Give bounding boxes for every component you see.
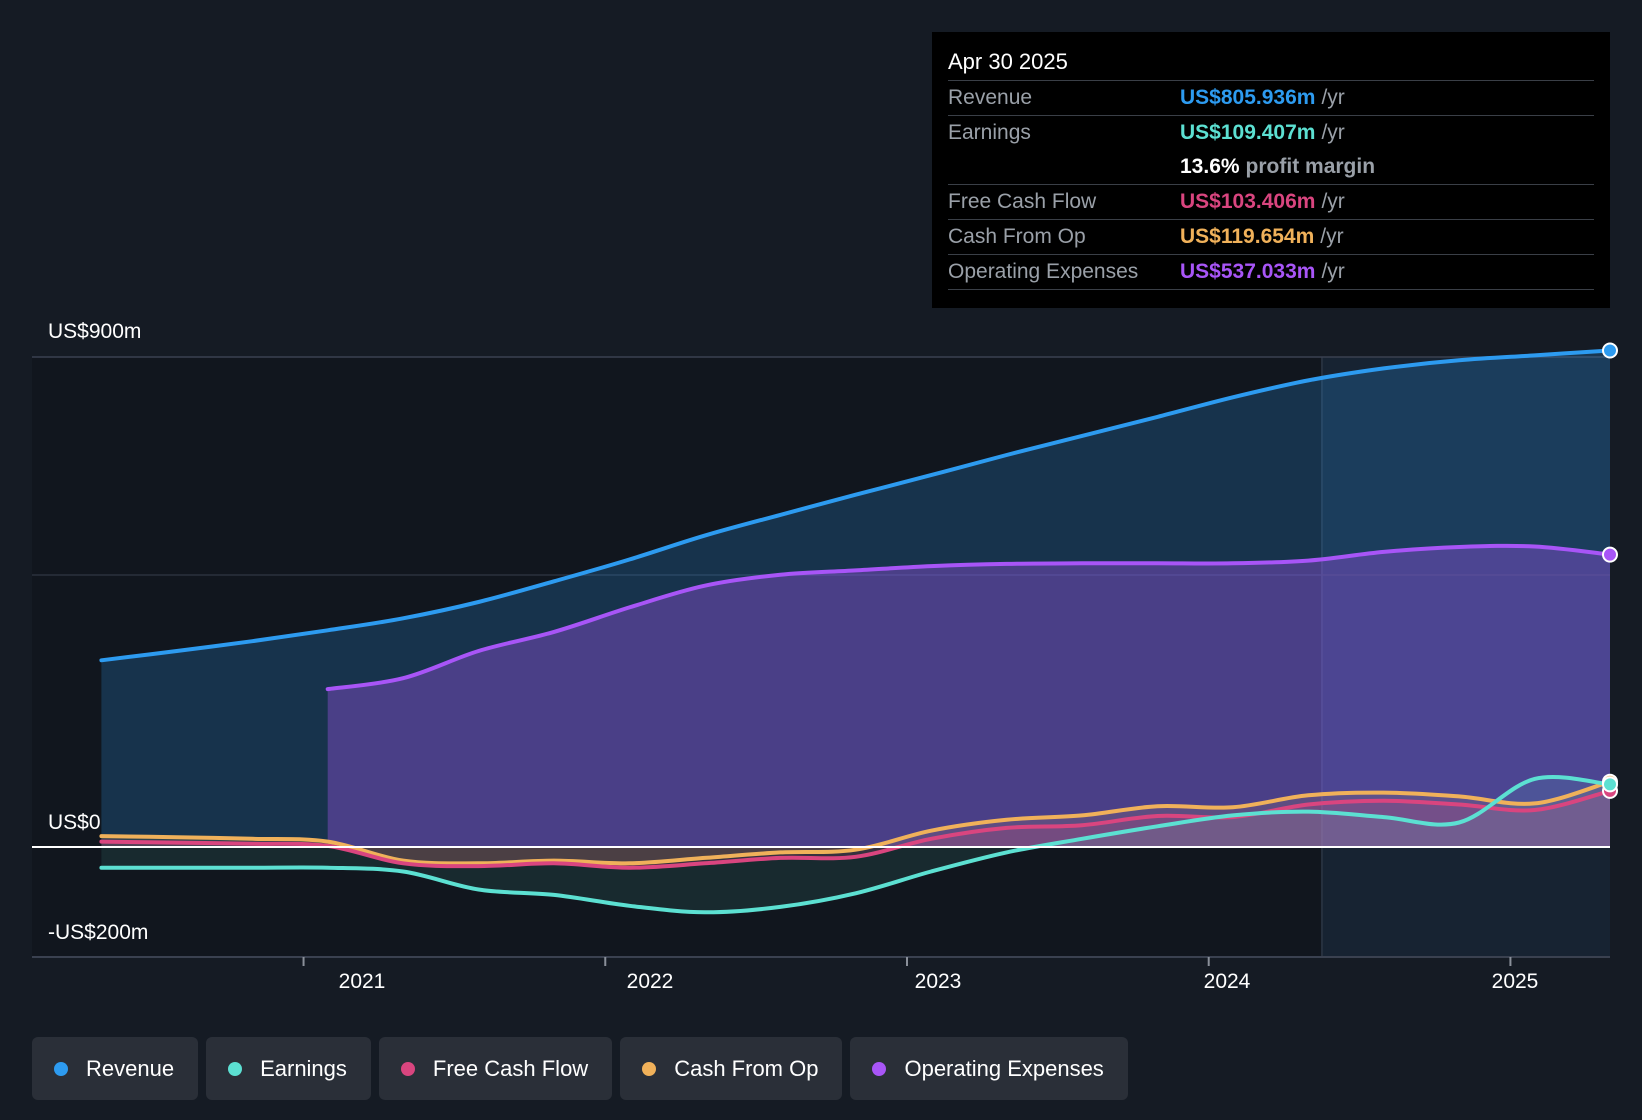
tooltip-panel: Apr 30 2025 Revenue US$805.936m /yr Earn… [932,32,1610,308]
legend-item-free-cash-flow[interactable]: Free Cash Flow [378,1037,613,1100]
tooltip-date: Apr 30 2025 [948,49,1068,74]
tooltip-label: Free Cash Flow [948,190,1097,213]
tooltip-unit: /yr [1321,260,1345,283]
legend-dot-icon [642,1061,657,1076]
y-axis-zero-label: US$0 [48,811,101,834]
series-lines [99,348,1612,915]
legend-item-operating-expenses[interactable]: Operating Expenses [850,1037,1128,1100]
free-cash-flow-line [99,788,1612,870]
revenue-area [101,350,1610,847]
x-tick-label: 2025 [1491,970,1539,993]
earnings-line [99,774,1612,915]
operating-expenses-area [327,545,1611,847]
tooltip-unit: profit margin [1245,155,1376,178]
tooltip-value: US$109.407m [1180,121,1316,144]
tooltip-value: US$537.033m [1180,260,1316,283]
tooltip-row-fcf: Free Cash Flow US$103.406m /yr [948,184,1594,219]
tooltip-label: Revenue [948,86,1033,109]
past-region [32,357,1322,957]
legend-dot-icon [872,1061,887,1076]
earnings-endpoint [1602,776,1618,793]
x-tick-label: 2023 [914,970,962,993]
tooltip-value: US$103.406m [1180,190,1316,213]
legend-label: Operating Expenses [904,1055,1104,1081]
earnings-area [101,776,1610,913]
y-axis-top-label: US$900m [48,320,142,343]
cash-from-op-area [101,781,1610,864]
tooltip-unit: /yr [1321,86,1345,109]
tooltip-label: Operating Expenses [948,260,1139,283]
tooltip-unit: /yr [1320,225,1344,248]
legend-dot-icon [228,1061,243,1076]
legend: Revenue Earnings Free Cash Flow Cash Fro… [32,1037,1128,1100]
legend-item-revenue[interactable]: Revenue [32,1037,199,1100]
operating-expenses-line [325,543,1612,692]
tooltip-row-earnings: Earnings US$109.407m /yr [948,115,1594,150]
legend-label: Free Cash Flow [432,1055,589,1081]
revenue-line [99,348,1612,663]
y-axis-bottom-label: -US$200m [48,921,149,944]
tooltip-unit: /yr [1321,121,1345,144]
operating-expenses-endpoint [1602,546,1618,563]
tooltip-value: US$119.654m [1180,225,1315,248]
tooltip-row-margin: 13.6% profit margin [948,150,1594,184]
legend-label: Cash From Op [674,1055,819,1081]
tooltip-label: Earnings [948,121,1031,144]
x-axis-ticks [302,957,1512,966]
x-tick-label: 2021 [338,970,386,993]
free-cash-flow-area [101,790,1610,868]
legend-label: Revenue [86,1055,175,1081]
tooltip-row-revenue: Revenue US$805.936m /yr [948,80,1594,115]
legend-dot-icon [54,1061,68,1076]
legend-item-cash-from-op[interactable]: Cash From Op [620,1037,843,1100]
tooltip-label: Cash From Op [948,225,1086,248]
tooltip-row-opex: Operating Expenses US$537.033m /yr [948,254,1594,289]
tooltip-divider [948,289,1594,290]
legend-label: Earnings [260,1055,347,1081]
tooltip-unit: /yr [1321,190,1345,213]
legend-dot-icon [400,1061,415,1076]
series-endpoints [1602,342,1618,799]
forecast-region [1322,357,1610,957]
x-tick-label: 2024 [1203,970,1251,993]
revenue-endpoint [1602,342,1618,359]
series-areas [101,350,1611,913]
tooltip-value: US$805.936m [1180,86,1316,109]
tooltip-row-cfo: Cash From Op US$119.654m /yr [948,219,1594,254]
tooltip-value: 13.6% [1180,155,1240,178]
legend-item-earnings[interactable]: Earnings [206,1037,371,1100]
x-tick-label: 2022 [626,970,674,993]
